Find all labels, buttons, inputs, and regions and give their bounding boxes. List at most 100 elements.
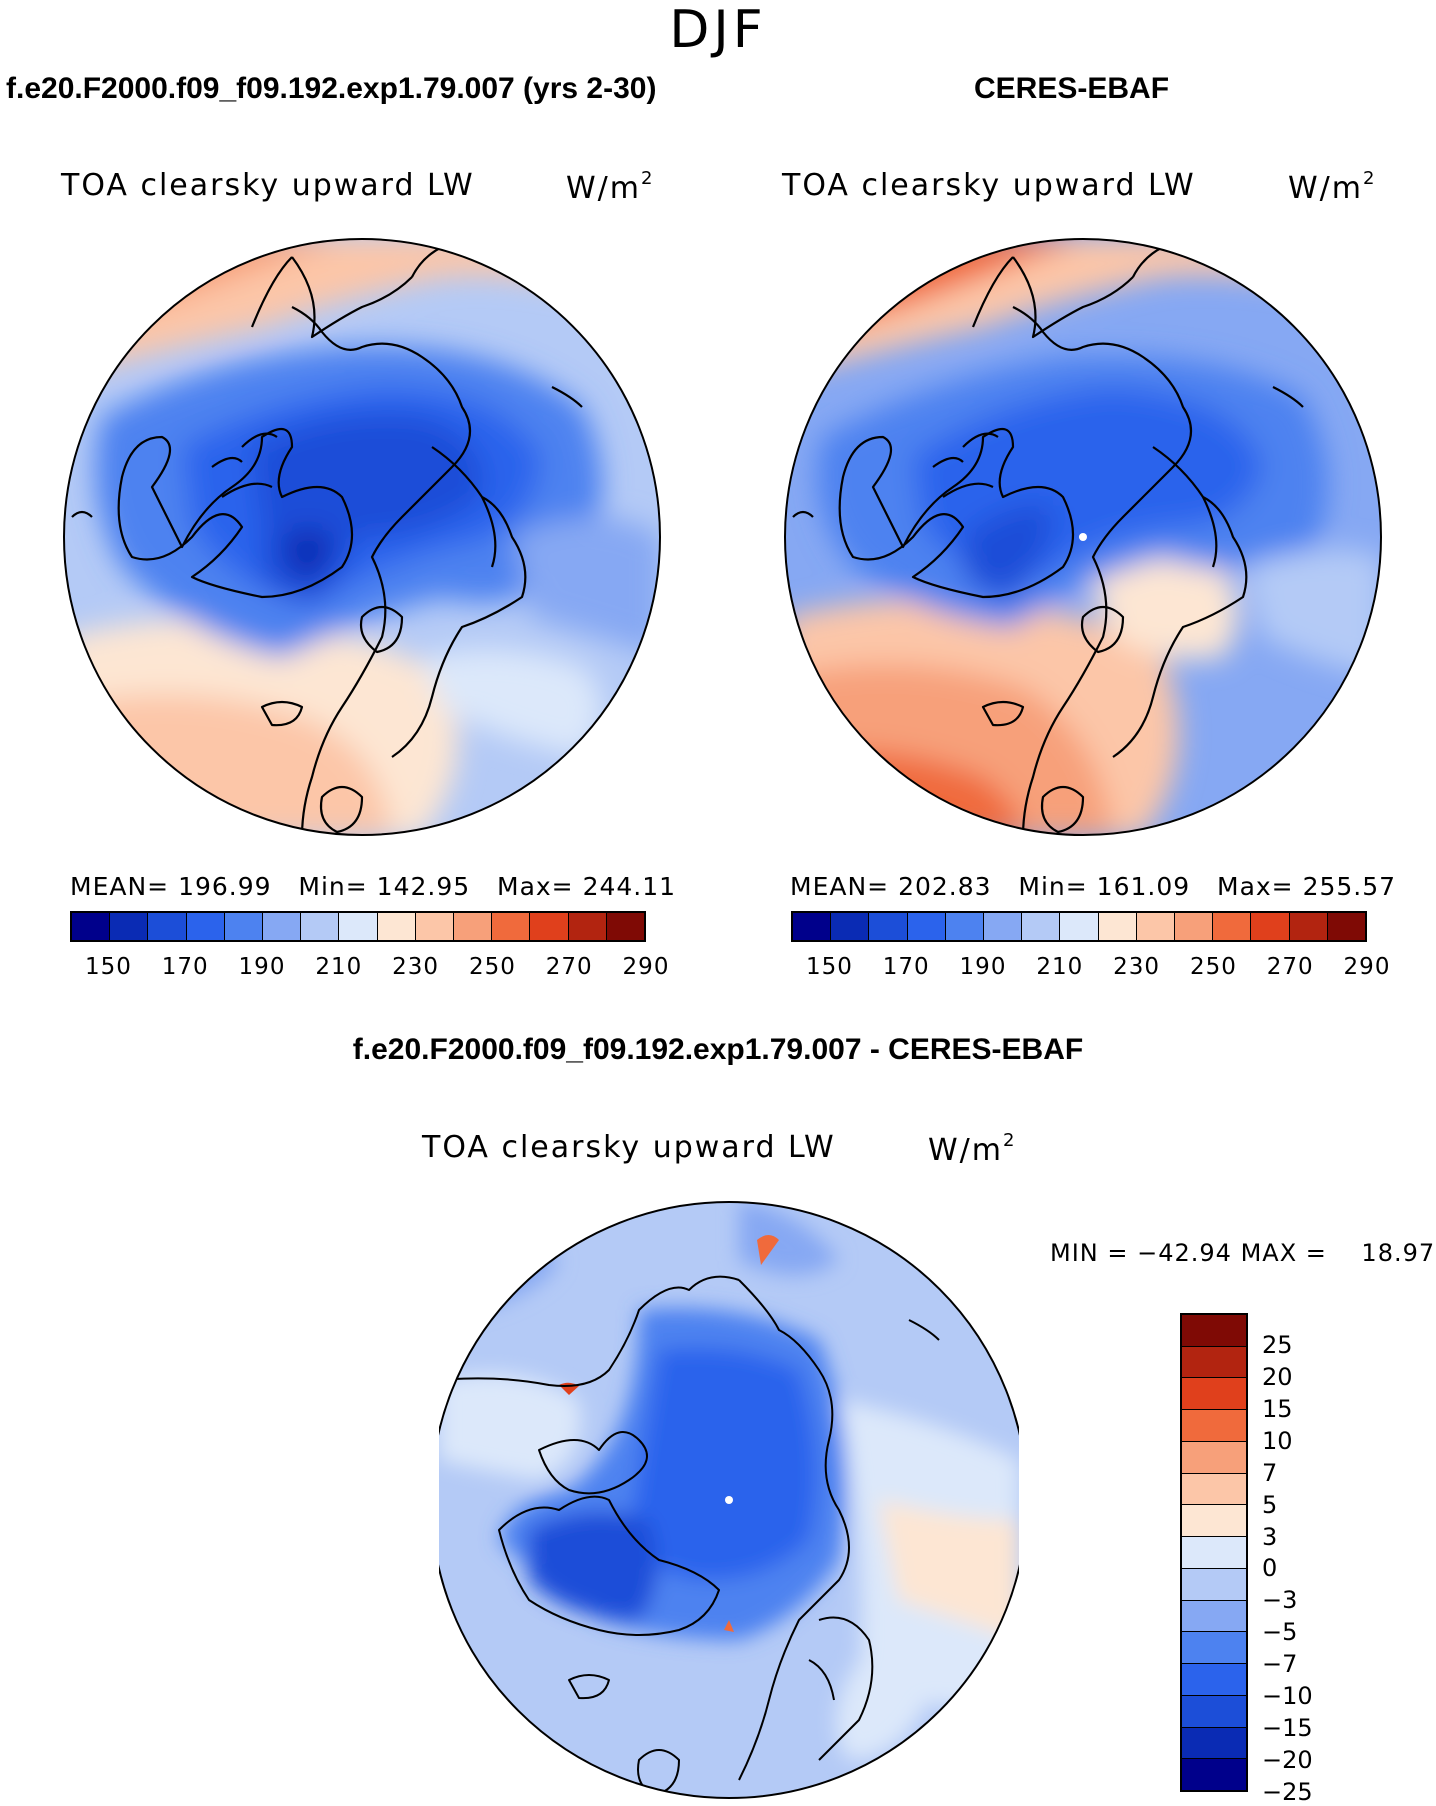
obs-colorbar-swatch <box>1060 913 1099 940</box>
diff-colorbar-tick-label: 25 <box>1262 1330 1293 1359</box>
diff-colorbar-tick-label: 7 <box>1262 1458 1278 1487</box>
diff-colorbar-tick-label: −25 <box>1262 1778 1313 1806</box>
obs-colorbar-tick-label: 170 <box>882 954 930 980</box>
obs-colorbar-swatch <box>1136 913 1176 940</box>
diff-colorbar-swatch <box>1182 1600 1246 1633</box>
diff-colorbar-swatch <box>1182 1315 1246 1347</box>
diff-colorbar-swatch <box>1182 1473 1246 1506</box>
obs-colorbar-labels: 150 170 190 210 230 250 270 290 <box>791 954 1390 984</box>
model-colorbar-swatch <box>148 913 187 940</box>
diff-colorbar-swatch <box>1182 1759 1246 1791</box>
obs-max-value: 255.57 <box>1302 872 1397 901</box>
model-colorbar-swatch <box>606 913 645 940</box>
diff-colorbar-tick-label: −20 <box>1262 1746 1313 1775</box>
model-colorbar-labels: 150 170 190 210 230 250 270 290 <box>70 954 669 984</box>
diff-colorbar-tick-label: 15 <box>1262 1394 1293 1423</box>
obs-colorbar-swatch <box>793 913 832 940</box>
model-colorbar-tick-label: 270 <box>545 954 593 980</box>
model-colorbar-swatch <box>301 913 340 940</box>
obs-colorbar-swatch <box>907 913 946 940</box>
obs-colorbar-tick-label: 230 <box>1113 954 1161 980</box>
obs-colorbar-swatch <box>869 913 908 940</box>
obs-colorbar-swatch <box>1022 913 1061 940</box>
obs-colorbar-tick-label: 210 <box>1036 954 1084 980</box>
diff-units-label: W/m2 <box>928 1130 1017 1168</box>
obs-colorbar-swatch <box>984 913 1023 940</box>
model-stats: MEAN= 196.99 Min= 142.95 Max= 244.11 <box>70 872 677 901</box>
model-colorbar-swatch <box>568 913 607 940</box>
obs-colorbar-swatch <box>831 913 870 940</box>
diff-colorbar-swatch <box>1182 1727 1246 1760</box>
model-colorbar-tick-label: 170 <box>161 954 209 980</box>
model-colorbar-tick-label: 150 <box>84 954 132 980</box>
obs-variable-label: TOA clearsky upward LW <box>782 168 1196 203</box>
diff-colorbar-swatch <box>1182 1537 1246 1569</box>
diff-colorbar-tick-label: 10 <box>1262 1426 1293 1455</box>
obs-colorbar-tick-label: 150 <box>805 954 853 980</box>
obs-colorbar-tick-label: 270 <box>1266 954 1314 980</box>
diff-polar-map <box>439 1200 1019 1800</box>
model-colorbar-swatch <box>377 913 416 940</box>
model-variable-label: TOA clearsky upward LW <box>61 168 475 203</box>
diff-colorbar-swatch <box>1182 1695 1246 1728</box>
model-colorbar-tick-label: 290 <box>622 954 670 980</box>
obs-min-value: 161.09 <box>1096 872 1191 901</box>
model-panel-title: f.e20.F2000.f09_f09.192.exp1.79.007 (yrs… <box>6 72 657 105</box>
diff-colorbar-swatch <box>1182 1378 1246 1411</box>
diff-colorbar-tick-label: 20 <box>1262 1362 1293 1391</box>
diff-colorbar-tick-label: −3 <box>1262 1586 1298 1615</box>
diff-colorbar-labels: 25 20 15 10 7 5 3 0 −3 −5 −7 −10 −15 −20 −25 <box>1262 1313 1382 1806</box>
diff-panel-title: f.e20.F2000.f09_f09.192.exp1.79.007 - CE… <box>352 1033 1084 1066</box>
diff-colorbar-swatch <box>1182 1664 1246 1696</box>
diff-colorbar-swatch <box>1182 1505 1246 1538</box>
diff-colorbar-swatch <box>1182 1410 1246 1442</box>
diff-colorbar-tick-label: −15 <box>1262 1714 1313 1743</box>
model-colorbar-swatch <box>454 913 493 940</box>
obs-colorbar-swatch <box>945 913 985 940</box>
diff-colorbar-tick-label: 0 <box>1262 1554 1278 1583</box>
model-colorbar-tick-label: 190 <box>238 954 286 980</box>
diff-max-value: 18.97 <box>1361 1239 1436 1267</box>
model-min-value: 142.95 <box>376 872 471 901</box>
diff-min-value: −42.94 <box>1137 1239 1232 1267</box>
diff-variable-label: TOA clearsky upward LW <box>422 1130 836 1165</box>
model-units-label: W/m2 <box>566 168 655 206</box>
obs-colorbar-swatch <box>1098 913 1137 940</box>
diff-stats: MIN = −42.94 MAX = 18.97 <box>1050 1239 1436 1267</box>
model-colorbar-swatch <box>72 913 111 940</box>
model-max-value: 244.11 <box>582 872 677 901</box>
obs-colorbar-swatch <box>1175 913 1214 940</box>
obs-colorbar-swatch <box>1251 913 1290 940</box>
diff-colorbar-tick-label: −10 <box>1262 1682 1313 1711</box>
model-colorbar-swatch <box>263 913 302 940</box>
obs-colorbar-tick-label: 290 <box>1343 954 1391 980</box>
diff-colorbar-swatch <box>1182 1441 1246 1474</box>
model-colorbar <box>70 911 646 942</box>
diff-colorbar-swatch <box>1182 1632 1246 1665</box>
diff-colorbar-tick-label: 3 <box>1262 1522 1278 1551</box>
model-colorbar-swatch <box>224 913 264 940</box>
model-colorbar-swatch <box>492 913 531 940</box>
model-colorbar-swatch <box>186 913 225 940</box>
model-colorbar-swatch <box>530 913 569 940</box>
model-colorbar-tick-label: 210 <box>315 954 363 980</box>
diff-colorbar-tick-label: −5 <box>1262 1618 1298 1647</box>
obs-colorbar-tick-label: 250 <box>1189 954 1237 980</box>
model-colorbar-swatch <box>110 913 149 940</box>
obs-polar-map <box>783 237 1383 837</box>
model-mean-value: 196.99 <box>178 872 272 901</box>
obs-mean-value: 202.83 <box>898 872 992 901</box>
diff-colorbar-swatch <box>1182 1346 1246 1379</box>
obs-colorbar-swatch <box>1327 913 1366 940</box>
obs-colorbar-swatch <box>1289 913 1328 940</box>
model-colorbar-swatch <box>339 913 378 940</box>
model-colorbar-tick-label: 230 <box>392 954 440 980</box>
model-polar-map <box>62 237 662 837</box>
obs-units-label: W/m2 <box>1288 168 1377 206</box>
diff-colorbar-tick-label: −7 <box>1262 1650 1298 1679</box>
obs-colorbar-swatch <box>1213 913 1252 940</box>
obs-panel-title: CERES-EBAF <box>974 72 1170 105</box>
diff-colorbar-tick-label: 5 <box>1262 1490 1278 1519</box>
model-colorbar-tick-label: 250 <box>468 954 516 980</box>
obs-stats: MEAN= 202.83 Min= 161.09 Max= 255.57 <box>790 872 1397 901</box>
